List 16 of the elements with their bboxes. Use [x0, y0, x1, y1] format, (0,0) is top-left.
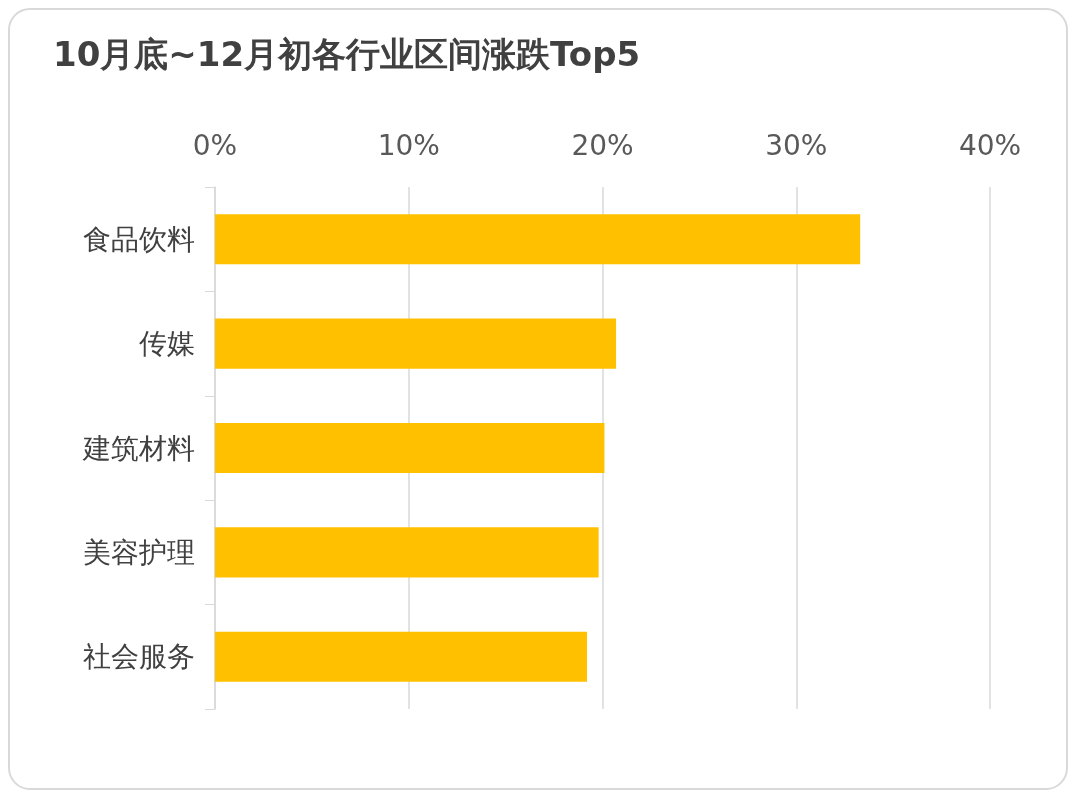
bar — [215, 527, 599, 578]
y-tick-label: 传媒 — [139, 327, 195, 361]
x-tick-label: 20% — [571, 128, 634, 162]
x-tick-label: 10% — [377, 128, 440, 162]
x-tick-label: 0% — [192, 128, 238, 162]
bar — [215, 318, 617, 369]
y-tick-label: 食品饮料 — [83, 222, 195, 256]
chart-title: 10月底~12月初各行业区间涨跌Top5 — [53, 34, 641, 74]
x-tick-label: 40% — [958, 128, 1022, 162]
y-tick-label: 建筑材料 — [82, 431, 195, 465]
y-tick-label: 美容护理 — [83, 535, 195, 569]
bar — [215, 631, 587, 682]
bar — [215, 214, 861, 265]
bar — [215, 422, 605, 474]
x-tick-label: 30% — [765, 128, 828, 162]
y-tick-label: 社会服务 — [83, 640, 195, 674]
